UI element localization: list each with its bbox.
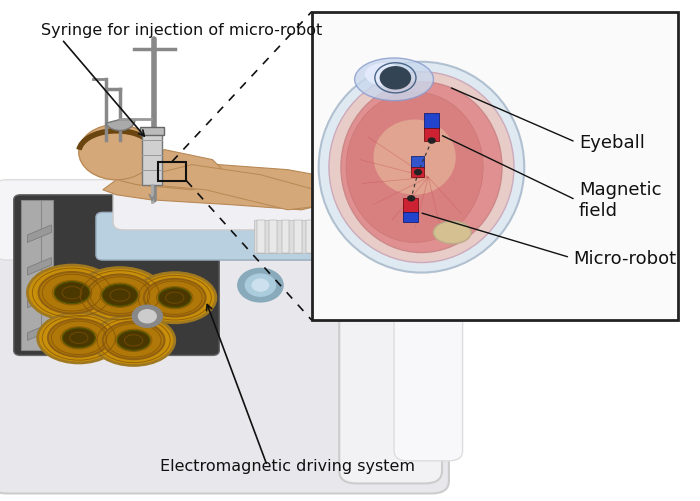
Circle shape: [414, 170, 421, 175]
FancyBboxPatch shape: [340, 198, 442, 483]
Circle shape: [79, 125, 154, 180]
Bar: [343, 220, 351, 253]
Polygon shape: [27, 258, 51, 276]
Bar: [411, 157, 424, 169]
Polygon shape: [103, 160, 343, 210]
Ellipse shape: [103, 322, 164, 360]
Ellipse shape: [54, 282, 90, 304]
Bar: [20, 200, 43, 351]
Bar: [294, 220, 302, 253]
Circle shape: [428, 139, 435, 144]
Bar: [140, 128, 164, 135]
Bar: [257, 220, 265, 253]
Ellipse shape: [117, 331, 150, 351]
Ellipse shape: [318, 63, 524, 273]
Bar: [424, 114, 439, 129]
Bar: [403, 199, 418, 214]
Text: Magnetic
field: Magnetic field: [579, 181, 662, 220]
Bar: [142, 130, 162, 185]
FancyBboxPatch shape: [0, 188, 449, 493]
Polygon shape: [27, 225, 51, 243]
Bar: [424, 129, 439, 141]
Ellipse shape: [27, 266, 116, 321]
Circle shape: [139, 310, 156, 323]
Bar: [307, 220, 314, 253]
Ellipse shape: [87, 275, 153, 316]
Bar: [411, 168, 424, 178]
Bar: [318, 220, 326, 253]
Ellipse shape: [92, 316, 175, 366]
Ellipse shape: [365, 64, 402, 86]
Ellipse shape: [329, 73, 514, 263]
Text: Eyeball: Eyeball: [579, 134, 645, 152]
Text: Syringe for injection of micro-robot: Syringe for injection of micro-robot: [41, 23, 323, 38]
Bar: [270, 220, 277, 253]
Ellipse shape: [374, 120, 456, 195]
Bar: [331, 220, 339, 253]
Bar: [403, 213, 418, 223]
Polygon shape: [315, 180, 363, 210]
Ellipse shape: [134, 273, 216, 323]
Ellipse shape: [38, 313, 120, 363]
Text: Electromagnetic driving system: Electromagnetic driving system: [160, 458, 415, 473]
Ellipse shape: [158, 288, 191, 308]
Ellipse shape: [76, 268, 164, 323]
Ellipse shape: [38, 273, 106, 314]
Circle shape: [239, 270, 282, 302]
Polygon shape: [27, 323, 51, 341]
Circle shape: [380, 68, 410, 90]
Ellipse shape: [355, 59, 433, 101]
FancyBboxPatch shape: [14, 195, 219, 356]
Ellipse shape: [48, 320, 110, 357]
Text: Micro-robot: Micro-robot: [573, 249, 677, 267]
FancyBboxPatch shape: [113, 188, 421, 230]
Circle shape: [132, 306, 162, 328]
Ellipse shape: [433, 221, 471, 244]
Polygon shape: [116, 150, 233, 190]
FancyBboxPatch shape: [96, 213, 418, 261]
Circle shape: [245, 275, 276, 297]
Ellipse shape: [102, 285, 138, 307]
Ellipse shape: [341, 83, 502, 253]
Polygon shape: [27, 291, 51, 308]
Ellipse shape: [346, 93, 483, 243]
Bar: [281, 220, 289, 253]
Bar: [253, 220, 363, 253]
Wedge shape: [106, 120, 135, 131]
Bar: [312, 13, 678, 321]
Polygon shape: [150, 165, 329, 210]
Ellipse shape: [62, 328, 95, 348]
Bar: [41, 200, 53, 351]
FancyBboxPatch shape: [0, 180, 445, 261]
Circle shape: [408, 196, 414, 201]
FancyBboxPatch shape: [394, 220, 463, 461]
Bar: [158, 162, 186, 181]
Circle shape: [252, 280, 269, 292]
Ellipse shape: [144, 279, 206, 317]
